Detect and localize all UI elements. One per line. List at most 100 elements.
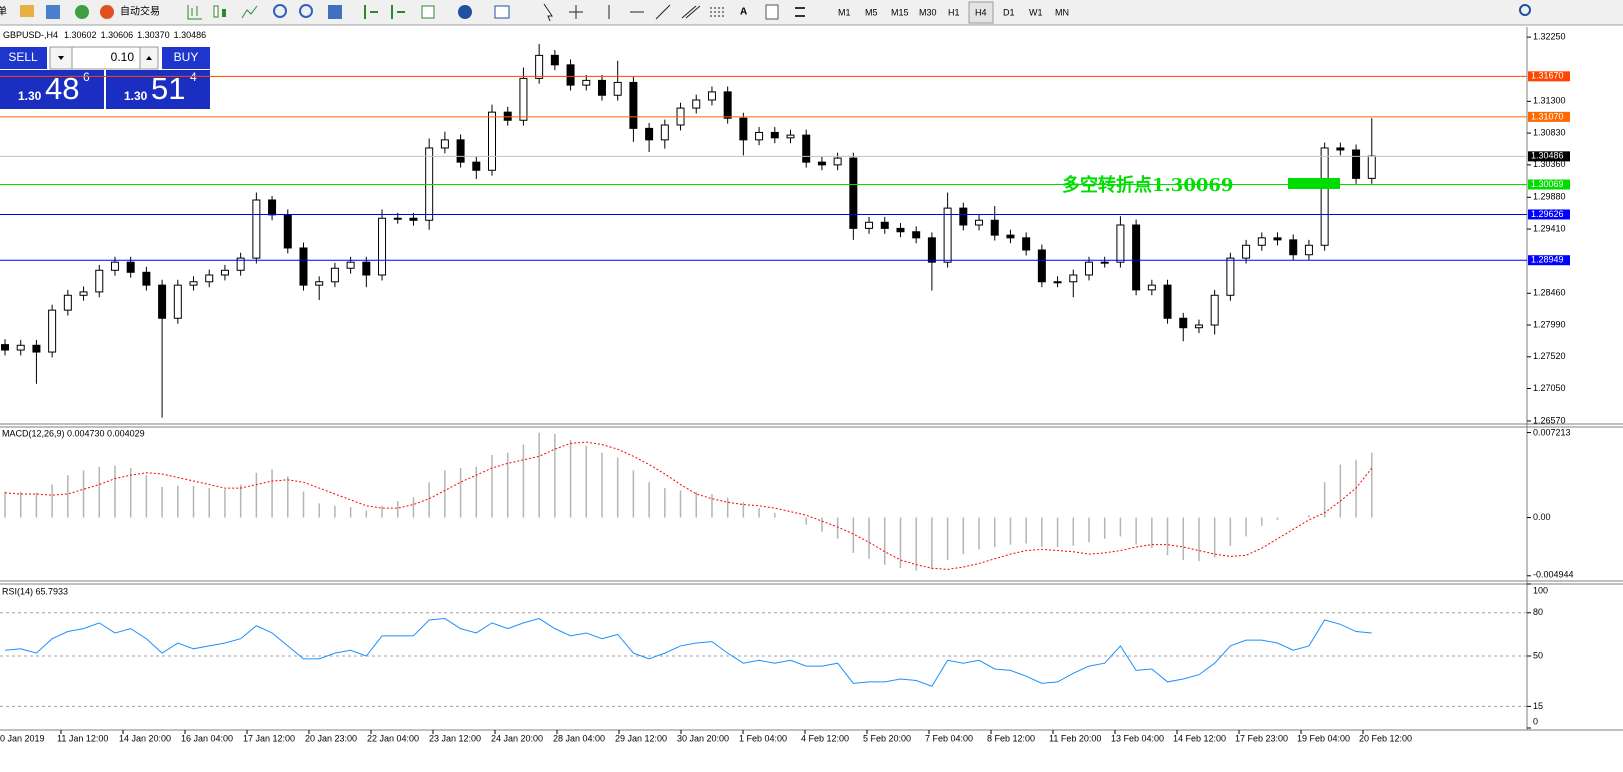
candle-body (1336, 147, 1345, 151)
candle-body (519, 77, 528, 121)
icon[interactable] (241, 5, 258, 19)
icon[interactable] (391, 5, 405, 19)
candle-body (1084, 261, 1093, 276)
candle-body (692, 99, 701, 109)
icon[interactable] (328, 5, 342, 19)
candle-body (1132, 224, 1141, 291)
icon[interactable] (608, 4, 671, 20)
candle-body (32, 344, 41, 353)
icon[interactable] (421, 5, 435, 19)
candle-body (645, 127, 654, 141)
icon[interactable] (75, 5, 89, 19)
buy-label[interactable]: BUY (174, 50, 199, 64)
x-tick-label: 1 Feb 04:00 (739, 733, 787, 743)
x-tick-label: 14 Feb 12:00 (1173, 733, 1226, 743)
autotrade-button[interactable]: 自动交易 (120, 5, 160, 18)
icon[interactable] (273, 4, 287, 18)
candle-body (786, 134, 795, 139)
arrow (146, 56, 152, 60)
buy-button[interactable] (162, 47, 210, 69)
level-line-box (1528, 111, 1570, 122)
candle-body (189, 281, 198, 286)
icon[interactable] (187, 5, 202, 20)
icon[interactable] (222, 9, 226, 17)
candle-body (943, 207, 952, 263)
timeframe-button[interactable]: MN (1055, 7, 1069, 17)
menu-fragment[interactable]: 单 (0, 6, 7, 18)
timeframe-button[interactable]: H4 (975, 7, 987, 17)
y-tick-label: 0 (1533, 716, 1538, 726)
candle-body (770, 131, 779, 139)
candle-body (535, 54, 544, 79)
x-tick-label: 5 Feb 20:00 (863, 733, 911, 743)
bid-pips: 48 (45, 71, 79, 106)
x-tick-label: 16 Jan 04:00 (181, 733, 233, 743)
candle-body (582, 79, 591, 86)
timeframe-button[interactable]: M15 (891, 7, 909, 17)
x-tick-label: 17 Feb 23:00 (1235, 733, 1288, 743)
x-tick-label: 20 Feb 12:00 (1359, 733, 1412, 743)
sell-button[interactable] (0, 47, 47, 69)
volume-value[interactable]: 0.10 (111, 50, 135, 64)
icon[interactable] (20, 5, 34, 17)
price-pane (1, 43, 1376, 418)
candle-body (393, 217, 402, 220)
timeframe-button[interactable]: M30 (919, 7, 937, 17)
x-tick-label: 29 Jan 12:00 (615, 733, 667, 743)
candle-body (330, 267, 339, 283)
icon[interactable] (364, 5, 378, 19)
timeframe-button[interactable]: H1 (948, 7, 960, 17)
icon[interactable] (100, 5, 114, 19)
active-timeframe (968, 1, 994, 24)
icon[interactable] (46, 5, 60, 19)
candle-body (299, 247, 308, 286)
candle-body (268, 199, 277, 216)
y-tick-label: 1.28460 (1533, 288, 1566, 298)
timeframe-button[interactable]: M1 (838, 7, 851, 17)
icon[interactable] (681, 5, 701, 19)
icon[interactable]: A (740, 7, 747, 18)
y-tick-label: 1.30830 (1533, 127, 1566, 137)
rsi-title: RSI(14) 65.7933 (2, 586, 68, 596)
ohlc-high: 1.30606 (101, 30, 134, 40)
icon[interactable] (494, 5, 510, 19)
candle-body (566, 64, 575, 86)
candle-body (1163, 284, 1172, 319)
candle-body (739, 117, 748, 141)
x-tick-label: 17 Jan 12:00 (243, 733, 295, 743)
candle-body (236, 257, 245, 271)
x-tick-label: 28 Jan 04:00 (553, 733, 605, 743)
y-tick-label: 1.27520 (1533, 351, 1566, 361)
candle-body (865, 221, 874, 229)
timeframe-button[interactable]: M5 (865, 7, 878, 17)
candle-body (126, 261, 135, 273)
toolbar-icons[interactable]: A (20, 3, 1531, 22)
icon[interactable] (795, 7, 805, 17)
x-tick-label: 10 Jan 2019 (0, 733, 45, 743)
candle-body (597, 79, 606, 96)
candle-body (173, 284, 182, 319)
candle-body (456, 139, 465, 163)
symbol: GBPUSD-,H4 (3, 30, 58, 40)
candle-body (817, 161, 826, 166)
icon[interactable] (569, 5, 583, 19)
y-tick-label: 50 (1533, 650, 1543, 660)
icon[interactable] (543, 3, 553, 22)
sell-label[interactable]: SELL (8, 50, 38, 64)
y-tick-label: 15 (1533, 701, 1543, 711)
timeframe-button[interactable]: W1 (1029, 7, 1043, 17)
candle-body (1367, 155, 1376, 179)
timeframe-button[interactable]: D1 (1003, 7, 1015, 17)
pivot-marker (1288, 178, 1340, 189)
icon[interactable] (458, 5, 472, 19)
candle-body (1210, 294, 1219, 326)
search-icon[interactable] (1519, 4, 1531, 16)
icon[interactable] (765, 4, 779, 20)
icon[interactable] (213, 5, 219, 18)
icon[interactable] (299, 4, 313, 18)
candle-body (440, 139, 449, 149)
y-tick-label: 0.00 (1533, 512, 1551, 522)
level-line-label: 1.30069 (1531, 179, 1564, 189)
